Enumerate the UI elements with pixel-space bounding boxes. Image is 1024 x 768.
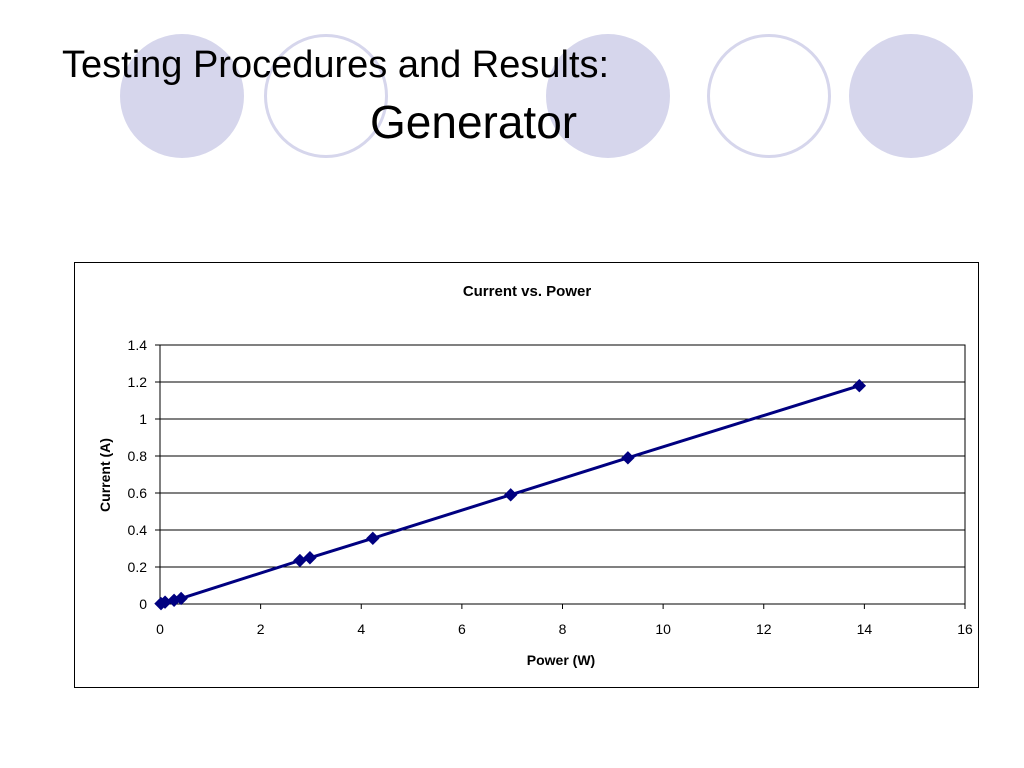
y-tick-label: 1	[139, 411, 147, 427]
data-point-marker	[174, 591, 188, 606]
x-axis-label: Power (W)	[527, 652, 595, 668]
decor-circle-1	[120, 34, 244, 158]
decor-circle-5	[849, 34, 973, 158]
data-point-marker	[303, 551, 317, 565]
decor-circle-3	[546, 34, 670, 158]
x-tick-label: 6	[458, 621, 466, 637]
y-tick-label: 0.6	[128, 485, 148, 501]
x-tick-label: 16	[957, 621, 973, 637]
y-tick-label: 1.4	[128, 337, 148, 353]
y-tick-label: 0.2	[128, 559, 148, 575]
x-tick-label: 14	[857, 621, 873, 637]
data-point-marker	[366, 531, 380, 546]
data-point-marker	[621, 451, 635, 465]
data-point-marker	[293, 553, 307, 568]
decor-circle-2	[264, 34, 388, 158]
y-tick-label: 0.4	[128, 522, 148, 538]
current-vs-power-chart: Current vs. Power Power (W) Current (A) …	[97, 283, 973, 668]
chart-frame: Current vs. Power Power (W) Current (A) …	[74, 262, 979, 688]
chart-title: Current vs. Power	[463, 283, 592, 300]
x-tick-label: 10	[655, 621, 671, 637]
y-tick-label: 1.2	[128, 374, 148, 390]
slide-title-line2: Generator	[370, 96, 578, 148]
slide-title-line1: Testing Procedures and Results:	[62, 44, 610, 86]
data-point-marker	[503, 488, 518, 502]
decor-circle-4	[707, 34, 831, 158]
y-tick-label: 0	[139, 596, 147, 612]
y-axis-label: Current (A)	[97, 438, 113, 512]
x-tick-label: 4	[357, 621, 365, 637]
x-tick-label: 2	[257, 621, 265, 637]
y-tick-label: 0.8	[128, 448, 148, 464]
data-point-marker	[852, 378, 867, 393]
x-tick-label: 8	[559, 621, 567, 637]
x-tick-label: 12	[756, 621, 772, 637]
x-tick-label: 0	[156, 621, 164, 637]
